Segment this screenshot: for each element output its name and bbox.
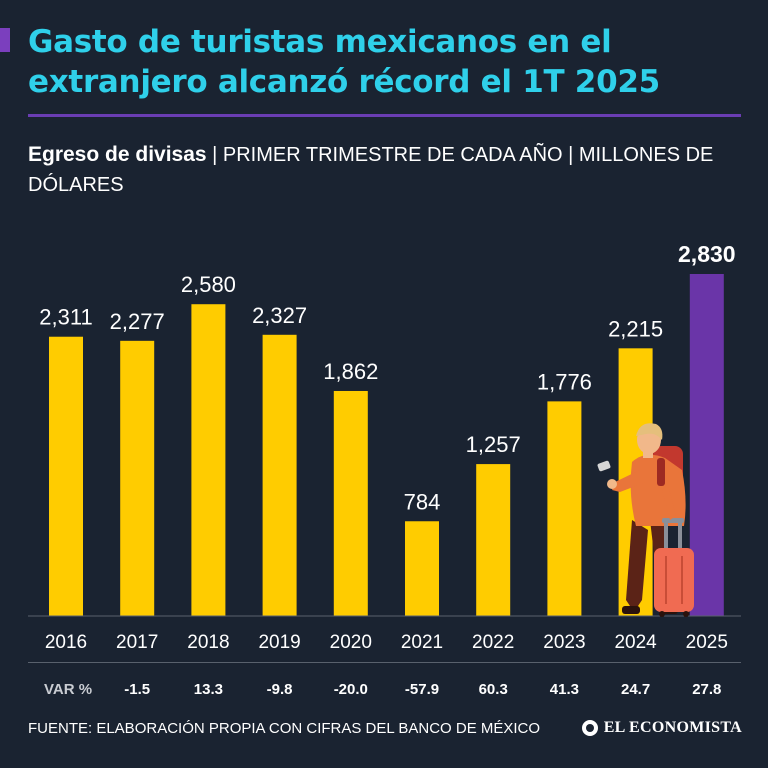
publisher-logo: EL ECONOMISTA [581, 719, 742, 737]
accent-bar [0, 28, 10, 52]
x-tick-2025: 2025 [686, 632, 728, 653]
var-pct-2025: 27.8 [692, 681, 721, 698]
bar-2016 [49, 336, 83, 616]
value-label-2024: 2,215 [608, 316, 663, 341]
value-label-2021: 784 [404, 489, 441, 514]
bar-2021 [405, 521, 439, 616]
value-label-2019: 2,327 [252, 303, 307, 328]
traveler-illustration [597, 423, 694, 617]
bar-2019 [262, 334, 297, 616]
subtitle-bold: Egreso de divisas [28, 143, 207, 166]
var-pct-2019: -9.8 [267, 681, 293, 698]
x-tick-2018: 2018 [187, 632, 229, 653]
value-label-2018: 2,580 [181, 272, 236, 297]
var-row-divider [28, 662, 741, 663]
var-pct-2021: -57.9 [405, 681, 439, 698]
value-label-2017: 2,277 [110, 309, 165, 334]
x-tick-2023: 2023 [543, 632, 585, 653]
var-pct-2020: -20.0 [334, 681, 368, 698]
var-pct-2018: 13.3 [194, 681, 223, 698]
bar-2025 [689, 274, 724, 616]
x-tick-2017: 2017 [116, 632, 158, 653]
value-label-2016: 2,311 [39, 305, 92, 330]
x-tick-2021: 2021 [401, 632, 443, 653]
x-tick-2024: 2024 [614, 632, 657, 653]
value-label-2025: 2,830 [678, 241, 736, 267]
bar-2020 [333, 390, 368, 616]
logo-text: EL ECONOMISTA [603, 719, 742, 736]
title-divider [28, 114, 741, 117]
var-pct-2024: 24.7 [621, 681, 650, 698]
var-row-label: VAR % [44, 681, 92, 698]
subtitle-rest: | PRIMER TRIMESTRE DE CADA AÑO | MILLONE… [28, 144, 714, 196]
chart-title: Gasto de turistas mexicanos en el extran… [28, 24, 660, 100]
var-pct-2017: -1.5 [124, 681, 150, 698]
x-tick-2016: 2016 [45, 632, 87, 653]
chart-subtitle: Egreso de divisas | PRIMER TRIMESTRE DE … [28, 140, 748, 200]
x-tick-2019: 2019 [258, 632, 300, 653]
bar-2023 [547, 401, 582, 616]
bar-2017 [120, 340, 155, 616]
source-note: FUENTE: ELABORACIÓN PROPIA CON CIFRAS DE… [28, 720, 541, 737]
value-label-2023: 1,776 [537, 369, 592, 394]
logo-mark-icon [581, 720, 598, 736]
bar-2022 [476, 464, 511, 616]
x-tick-2020: 2020 [330, 632, 372, 653]
bar-2018 [191, 304, 226, 616]
x-tick-2022: 2022 [472, 632, 514, 653]
var-pct-2023: 41.3 [550, 681, 579, 698]
var-pct-2022: 60.3 [479, 681, 508, 698]
value-label-2022: 1,257 [466, 432, 521, 457]
value-label-2020: 1,862 [323, 359, 378, 384]
